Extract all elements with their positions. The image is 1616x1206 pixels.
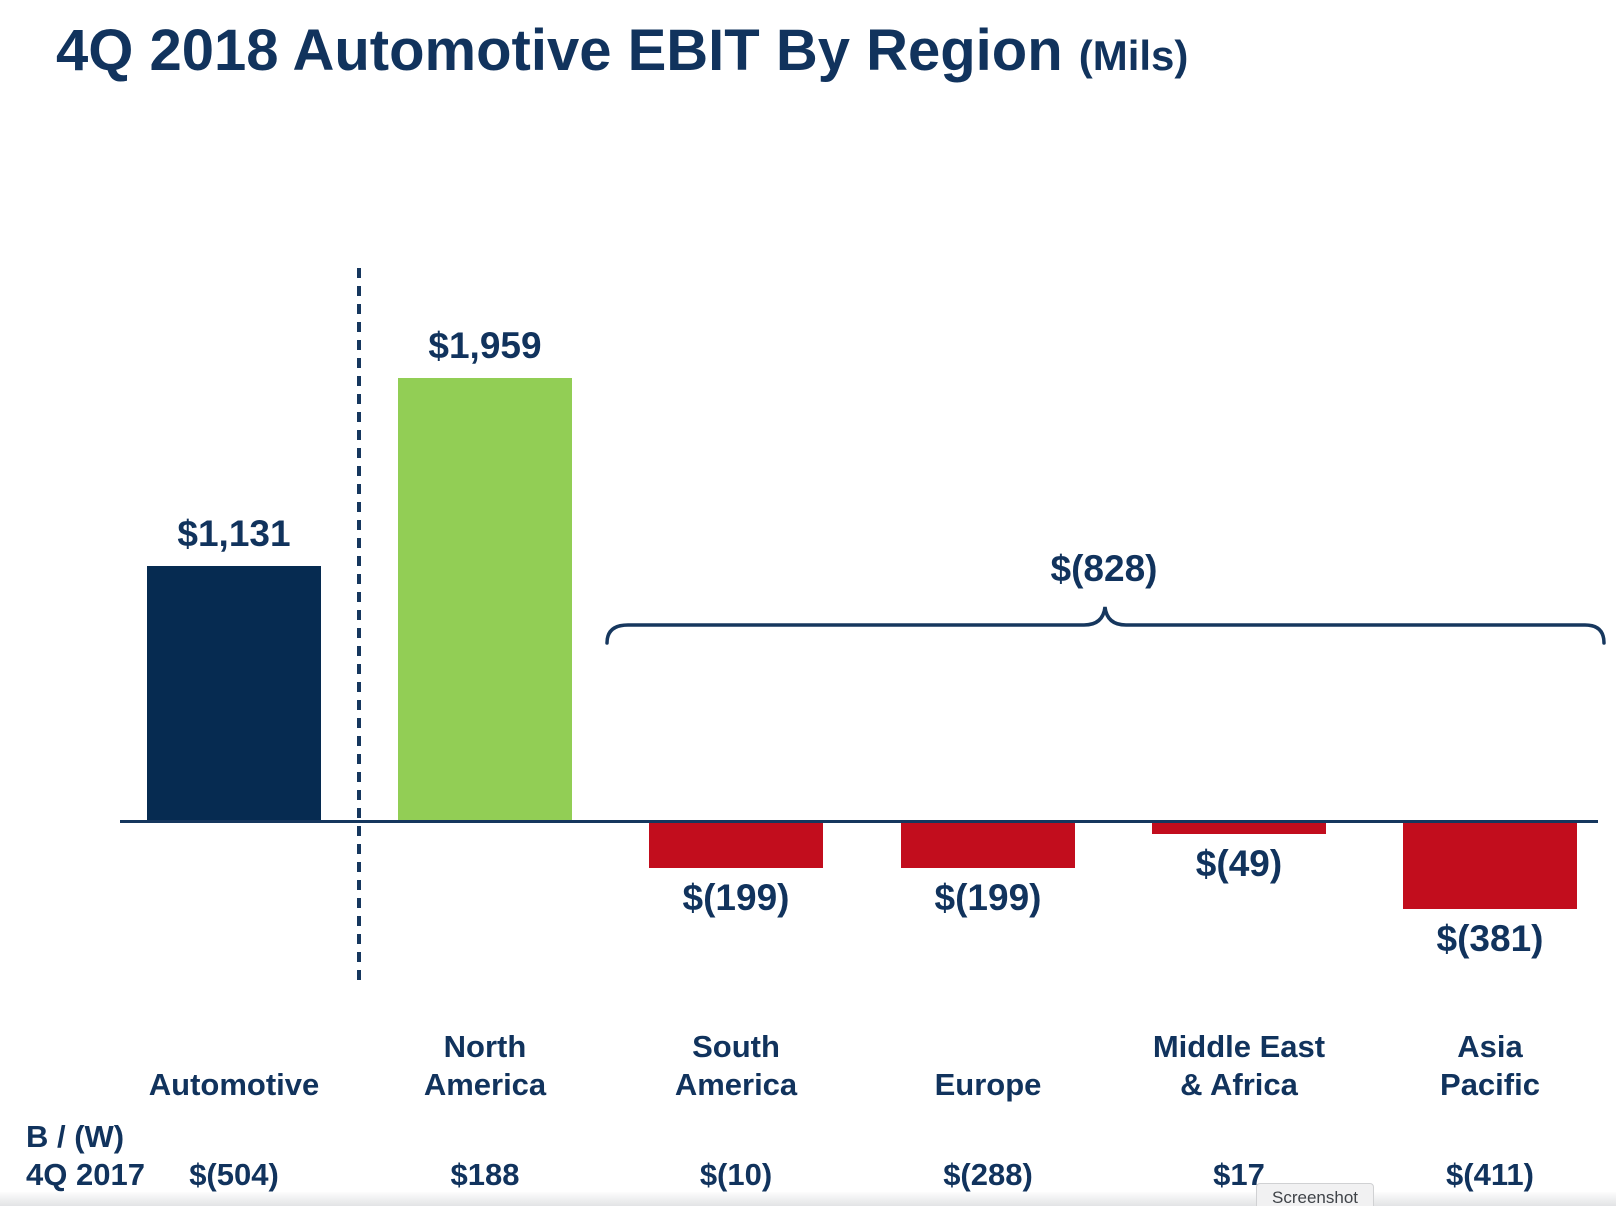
comparison-value-asia-pacific: $(411) bbox=[1446, 1157, 1534, 1192]
category-label-line: North bbox=[443, 1029, 527, 1064]
title-main: 4Q 2018 Automotive EBIT By Region bbox=[56, 18, 1063, 83]
data-label-middle-east-africa: $(49) bbox=[1195, 843, 1283, 884]
bar-south-america bbox=[649, 823, 823, 868]
data-label-automotive: $1,131 bbox=[177, 513, 291, 554]
comparison-value-north-america: $188 bbox=[450, 1157, 520, 1192]
comparison-value-automotive: $(504) bbox=[189, 1157, 279, 1192]
category-label-line: America bbox=[423, 1067, 547, 1102]
group-annotation-label: $(828) bbox=[1050, 548, 1158, 589]
category-label-automotive: Automotive bbox=[84, 1026, 384, 1104]
bar-north-america bbox=[398, 378, 572, 822]
page-title: 4Q 2018 Automotive EBIT By Region (Mils) bbox=[56, 16, 1188, 91]
comparison-row-label-line1: B / (W) bbox=[26, 1119, 125, 1154]
category-label-asia-pacific: Asia Pacific bbox=[1340, 1026, 1616, 1104]
comparison-value-south-america: $(10) bbox=[699, 1157, 773, 1192]
data-label-europe: $(199) bbox=[934, 877, 1042, 918]
data-label-asia-pacific: $(381) bbox=[1436, 918, 1544, 959]
category-label-line: America bbox=[674, 1067, 798, 1102]
category-label-south-america: South America bbox=[586, 1026, 886, 1104]
category-label-line: & Africa bbox=[1180, 1067, 1298, 1102]
title-suffix-text: (Mils) bbox=[1078, 32, 1189, 79]
category-label-line: Europe bbox=[934, 1067, 1042, 1102]
category-label-line: Pacific bbox=[1440, 1067, 1540, 1102]
bar-middle-east-africa bbox=[1152, 823, 1326, 834]
category-label-north-america: North America bbox=[335, 1026, 635, 1104]
category-label-line: Automotive bbox=[148, 1067, 320, 1102]
bar-automotive bbox=[147, 566, 321, 822]
data-label-north-america: $1,959 bbox=[428, 325, 542, 366]
total-vs-regions-divider-line bbox=[357, 268, 361, 984]
screenshot-tooltip: Screenshot bbox=[1256, 1183, 1374, 1206]
x-axis-line bbox=[120, 820, 1598, 823]
comparison-value-europe: $(288) bbox=[943, 1157, 1033, 1192]
category-label-middle-east-africa: Middle East & Africa bbox=[1089, 1026, 1389, 1104]
category-label-line: Asia bbox=[1457, 1029, 1523, 1064]
bar-europe bbox=[901, 823, 1075, 868]
comparison-row-label-line2: 4Q 2017 bbox=[26, 1157, 145, 1192]
category-label-europe: Europe bbox=[838, 1026, 1138, 1104]
page-bottom-gradient-edge bbox=[0, 1192, 1616, 1206]
data-label-south-america: $(199) bbox=[682, 877, 790, 918]
category-label-line: South bbox=[692, 1029, 780, 1064]
group-brace bbox=[605, 606, 1606, 645]
bar-asia-pacific bbox=[1403, 823, 1577, 909]
category-label-line: Middle East bbox=[1152, 1029, 1326, 1064]
